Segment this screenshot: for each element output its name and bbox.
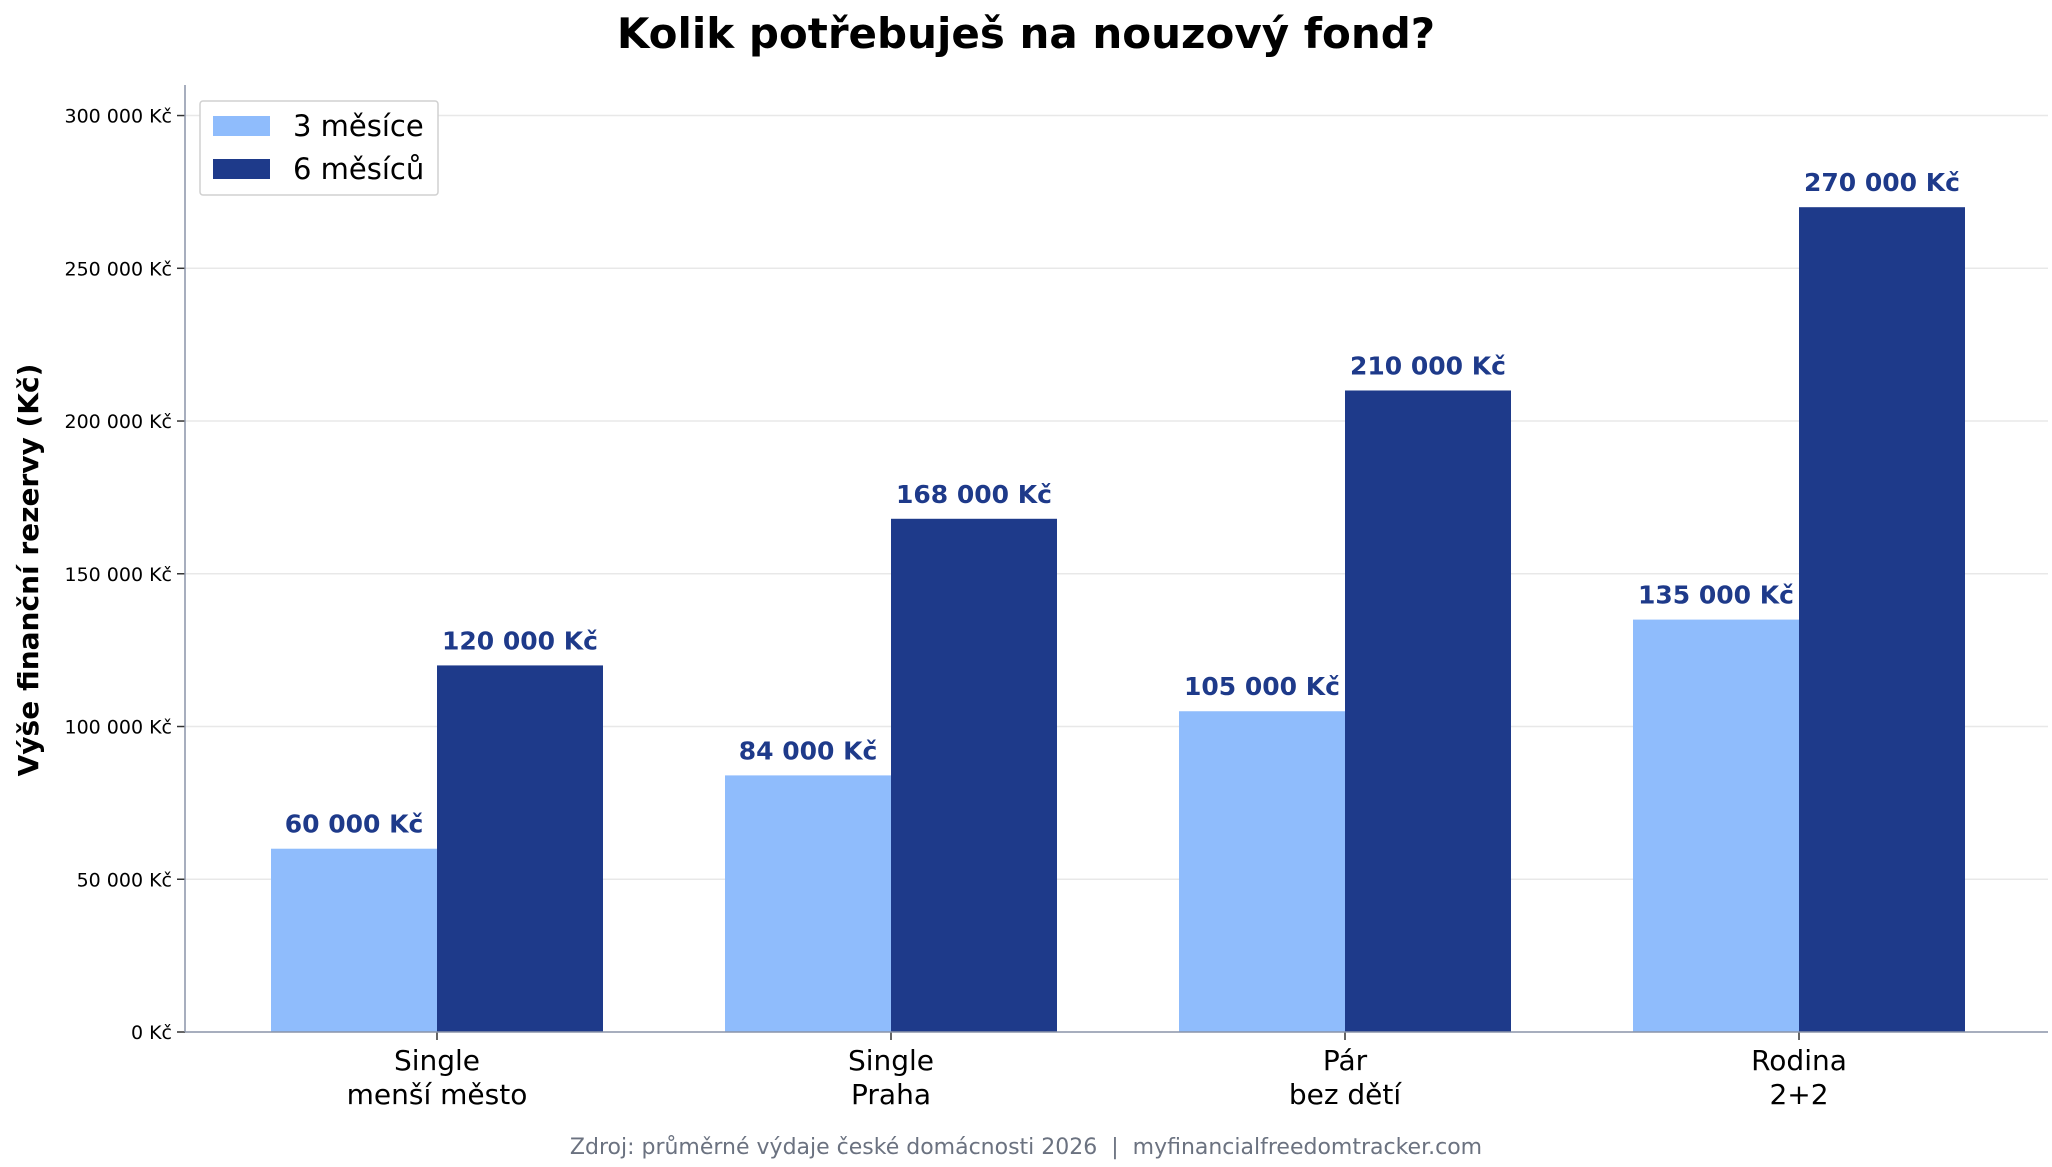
data-label: 84 000 Kč (739, 736, 878, 765)
bar-3m-2 (1179, 711, 1345, 1032)
legend: 3 měsíce 6 měsíců (199, 100, 439, 196)
data-label: 60 000 Kč (285, 810, 424, 839)
legend-swatch (213, 116, 270, 136)
x-tick-label: Rodina (1751, 1044, 1847, 1077)
data-label: 120 000 Kč (442, 626, 598, 655)
source-note: Zdroj: průměrné výdaje české domácnosti … (570, 1135, 1482, 1160)
bar-6m-2 (1345, 390, 1511, 1032)
y-tick-label: 300 000 Kč (64, 106, 172, 128)
data-label: 210 000 Kč (1350, 351, 1506, 380)
bar-6m-3 (1799, 207, 1965, 1032)
x-tick-label: 2+2 (1769, 1078, 1828, 1111)
chart-title: Kolik potřebuješ na nouzový fond? (617, 9, 1435, 58)
x-tick-label: menší město (347, 1078, 528, 1111)
data-labels: 60 000 Kč 120 000 Kč 84 000 Kč 168 000 Kč 10… (285, 168, 1960, 839)
y-axis-label: Výše finanční rezervy (Kč) (12, 364, 45, 777)
bars (271, 207, 1965, 1032)
bar-6m-1 (891, 518, 1057, 1032)
legend-label: 3 měsíce (293, 109, 424, 143)
x-tick-label: Pár (1323, 1044, 1368, 1077)
bar-3m-3 (1633, 619, 1799, 1032)
x-tick-label: Single (848, 1044, 934, 1077)
y-tick-label: 0 Kč (131, 1022, 172, 1044)
y-tick-label: 50 000 Kč (77, 869, 172, 891)
bar-6m-0 (437, 665, 603, 1032)
y-tick-label: 250 000 Kč (64, 258, 172, 280)
data-label: 105 000 Kč (1184, 672, 1340, 701)
legend-label: 6 měsíců (293, 152, 424, 186)
y-tick-label: 150 000 Kč (64, 564, 172, 586)
axes: 0 Kč 50 000 Kč 100 000 Kč 150 000 Kč 200 000… (64, 85, 2048, 1111)
x-tick-label: bez dětí (1289, 1078, 1403, 1111)
data-label: 270 000 Kč (1804, 168, 1960, 197)
y-tick-label: 100 000 Kč (64, 717, 172, 739)
data-label: 135 000 Kč (1638, 581, 1794, 610)
y-tick-label: 200 000 Kč (64, 411, 172, 433)
legend-swatch (213, 159, 270, 179)
x-tick-label: Praha (851, 1078, 931, 1111)
data-label: 168 000 Kč (896, 480, 1052, 509)
bar-3m-0 (271, 848, 437, 1032)
x-tick-label: Single (394, 1044, 480, 1077)
bar-3m-1 (725, 775, 891, 1032)
